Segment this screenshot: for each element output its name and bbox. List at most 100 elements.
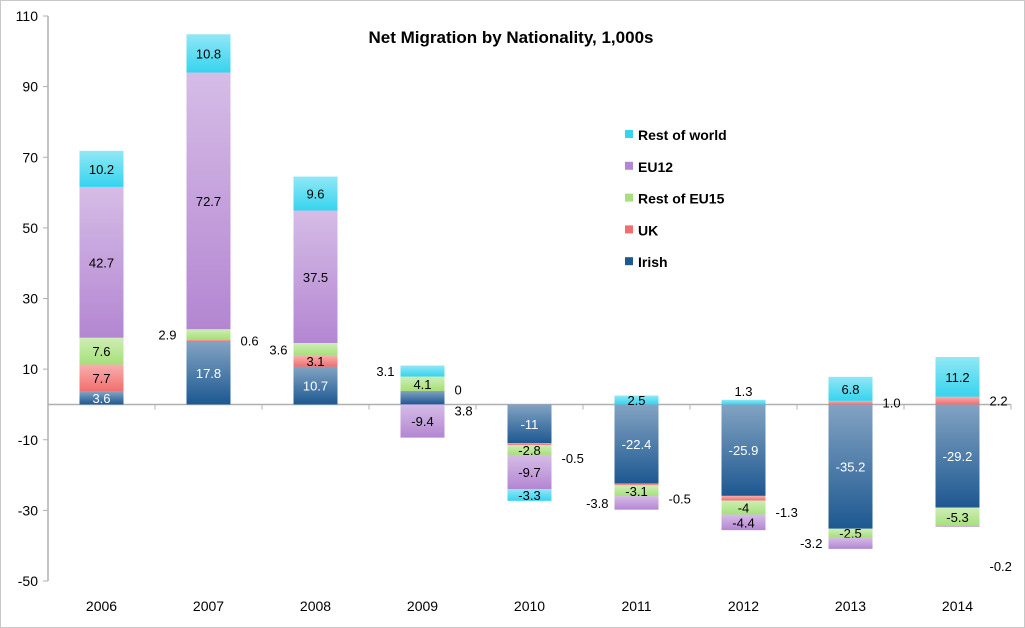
data-label: -35.2 bbox=[836, 460, 866, 475]
data-label: -4 bbox=[738, 501, 750, 516]
x-tick-label: 2006 bbox=[86, 598, 117, 614]
bar-segment-shine bbox=[614, 395, 659, 405]
data-label: 10.2 bbox=[89, 162, 114, 177]
x-tick-label: 2014 bbox=[942, 598, 973, 614]
legend-swatch-eu12 bbox=[625, 161, 633, 170]
y-tick-label: 110 bbox=[16, 8, 39, 24]
x-tick-label: 2008 bbox=[300, 598, 331, 614]
bar-segment-shine bbox=[507, 489, 552, 501]
bar-segment-shine bbox=[828, 400, 873, 405]
bar-segment-shine bbox=[828, 404, 873, 529]
bar-segment-shine bbox=[400, 376, 445, 392]
data-label: 10.7 bbox=[303, 379, 328, 394]
bar-segment-shine bbox=[186, 339, 231, 342]
data-label: 2.2 bbox=[990, 394, 1008, 409]
bar-segment-shine bbox=[79, 150, 124, 187]
bar-segment-shine bbox=[614, 485, 659, 497]
bar-segment-shine bbox=[721, 399, 766, 405]
legend-label: Rest of EU15 bbox=[638, 191, 725, 207]
bar-segment-shine bbox=[721, 514, 766, 531]
data-label: -0.5 bbox=[669, 491, 691, 506]
bar-segment-shine bbox=[935, 357, 980, 397]
data-label: 3.6 bbox=[92, 391, 110, 406]
data-label: -9.7 bbox=[518, 465, 540, 480]
data-label: -0.2 bbox=[990, 559, 1012, 574]
data-label: 2.9 bbox=[158, 327, 176, 342]
bar-segment-shine bbox=[614, 483, 659, 486]
bar-segment-shine bbox=[79, 391, 124, 405]
data-label: 1.3 bbox=[734, 384, 752, 399]
data-label: -5.3 bbox=[946, 510, 968, 525]
bar-segment-shine bbox=[507, 443, 552, 446]
data-label: 17.8 bbox=[196, 366, 221, 381]
y-tick-label: 10 bbox=[22, 361, 38, 377]
data-label: 7.7 bbox=[92, 371, 110, 386]
bar-segment-shine bbox=[186, 72, 231, 330]
y-tick-label: 50 bbox=[22, 220, 38, 236]
data-label: 2.5 bbox=[627, 393, 645, 408]
bar-segment-shine bbox=[614, 404, 659, 484]
data-label: -3.8 bbox=[586, 496, 608, 511]
data-label: 3.6 bbox=[269, 342, 287, 357]
legend-label: EU12 bbox=[638, 159, 673, 175]
bar-segment-shine bbox=[293, 176, 338, 211]
data-label: 3.1 bbox=[376, 364, 394, 379]
data-label: 42.7 bbox=[89, 255, 114, 270]
data-label: -9.4 bbox=[411, 414, 433, 429]
y-tick-label: -30 bbox=[18, 502, 38, 518]
bar-segment-shine bbox=[828, 528, 873, 538]
x-tick-label: 2010 bbox=[514, 598, 545, 614]
y-tick-label: 30 bbox=[22, 291, 38, 307]
bar-segment-shine bbox=[721, 500, 766, 515]
bar-segment-shine bbox=[614, 496, 659, 510]
bar-segment-shine bbox=[293, 342, 338, 356]
data-label: -25.9 bbox=[729, 443, 759, 458]
bar-segment-shine bbox=[721, 404, 766, 496]
bar-segment-shine bbox=[507, 445, 552, 455]
data-label: -2.5 bbox=[839, 526, 861, 541]
x-tick-label: 2012 bbox=[728, 598, 759, 614]
legend-swatch-uk bbox=[625, 225, 633, 234]
x-tick-label: 2009 bbox=[407, 598, 438, 614]
bar-segment-shine bbox=[186, 329, 231, 340]
bar-segment-shine bbox=[400, 391, 445, 405]
data-label: 7.6 bbox=[92, 344, 110, 359]
bar-segment-shine bbox=[186, 34, 231, 73]
data-label: 9.6 bbox=[306, 187, 324, 202]
y-tick-label: 70 bbox=[22, 149, 38, 165]
legend-swatch-rest-of-world bbox=[625, 130, 633, 138]
bar-segment-shine bbox=[828, 376, 873, 401]
legend-label: Irish bbox=[638, 254, 668, 270]
data-label: 0.6 bbox=[241, 334, 259, 349]
x-tick-label: 2007 bbox=[193, 598, 224, 614]
data-label: 3.8 bbox=[455, 403, 473, 418]
bar-segment-shine bbox=[79, 364, 124, 392]
legend-label: UK bbox=[638, 222, 658, 238]
bar-segment-shine bbox=[721, 495, 766, 501]
bar-segment-shine bbox=[507, 404, 552, 444]
x-tick-label: 2013 bbox=[835, 598, 866, 614]
data-label: 6.8 bbox=[841, 382, 859, 397]
data-label: -29.2 bbox=[943, 449, 973, 464]
data-label: 4.1 bbox=[413, 377, 431, 392]
data-label: -22.4 bbox=[622, 437, 652, 452]
data-label: -3.3 bbox=[518, 488, 540, 503]
data-label: -11 bbox=[521, 417, 539, 432]
data-label: -4.4 bbox=[732, 515, 754, 530]
bar-segment-shine bbox=[400, 365, 445, 377]
data-label: -3.1 bbox=[625, 484, 647, 499]
data-label: 72.7 bbox=[196, 194, 221, 209]
x-tick-label: 2011 bbox=[621, 598, 651, 614]
bar-segment-shine bbox=[828, 537, 873, 549]
bar-segment-shine bbox=[186, 341, 231, 405]
bar-segment-shine bbox=[293, 366, 338, 405]
legend-swatch-rest-of-eu15 bbox=[625, 193, 633, 202]
data-label: 37.5 bbox=[303, 270, 328, 285]
bar-segment-shine bbox=[507, 454, 552, 490]
y-tick-label: -50 bbox=[18, 573, 38, 589]
data-label: -1.3 bbox=[776, 505, 798, 520]
data-label: 0 bbox=[455, 382, 462, 397]
bar-segment-shine bbox=[935, 507, 980, 527]
